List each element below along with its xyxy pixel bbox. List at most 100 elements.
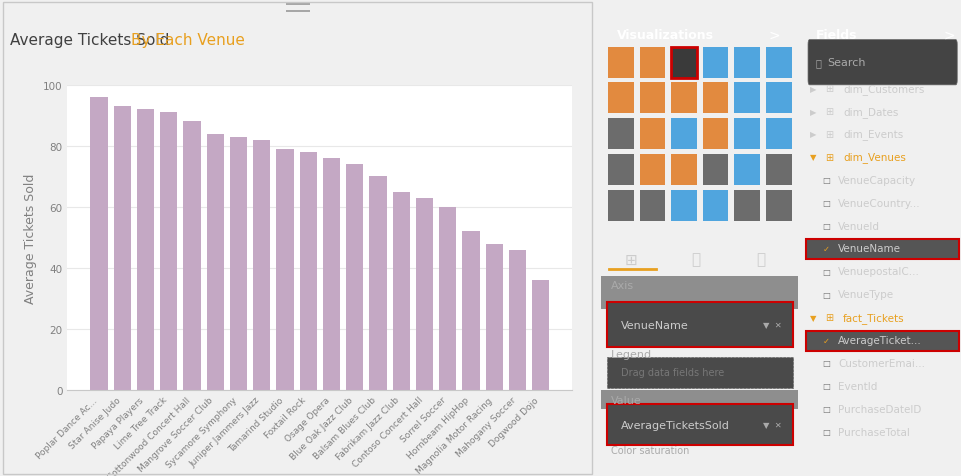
Text: PurchaseDateID: PurchaseDateID [837,404,921,414]
Text: Fields: Fields [815,29,856,41]
Text: VenueId: VenueId [837,221,879,231]
Text: □: □ [822,199,829,208]
Bar [369,177,386,390]
FancyBboxPatch shape [671,48,696,79]
Text: □: □ [822,382,829,390]
Text: Legend: Legend [610,350,652,359]
Text: dim_Dates: dim_Dates [842,107,898,117]
Text: ▼: ▼ [809,153,815,162]
FancyBboxPatch shape [671,190,696,221]
Text: Drag data fields here: Drag data fields here [621,368,724,377]
FancyBboxPatch shape [805,239,958,260]
Text: VenueCountry...: VenueCountry... [837,198,920,208]
Text: ▶: ▶ [809,108,815,116]
FancyBboxPatch shape [702,48,727,79]
Text: Axis: Axis [610,281,633,290]
Text: VenueName: VenueName [837,244,900,254]
FancyBboxPatch shape [733,190,759,221]
Text: Visualizations: Visualizations [616,29,713,41]
Text: 🖌: 🖌 [691,252,700,267]
Text: 🔍: 🔍 [755,252,765,267]
FancyBboxPatch shape [765,83,791,114]
Text: dim_Events: dim_Events [842,129,902,140]
FancyBboxPatch shape [733,83,759,114]
Text: dim_Venues: dim_Venues [842,152,905,163]
Bar [276,149,293,390]
Text: Value: Value [610,395,641,405]
Bar [136,110,154,390]
Bar [415,198,432,390]
FancyBboxPatch shape [702,190,727,221]
Text: fact_Tickets: fact_Tickets [842,312,903,323]
Bar [160,113,177,390]
Text: ✓: ✓ [822,336,828,345]
FancyBboxPatch shape [606,357,792,388]
Text: EventId: EventId [837,381,876,391]
Text: ✓: ✓ [822,245,828,253]
Bar [601,276,798,309]
Text: ⊞: ⊞ [825,130,833,139]
FancyBboxPatch shape [671,48,696,79]
Text: ⊞: ⊞ [825,153,833,162]
Text: >: > [943,29,954,42]
FancyBboxPatch shape [765,190,791,221]
Bar [485,244,503,390]
Text: ▼  ✕: ▼ ✕ [762,421,781,429]
Bar [323,159,340,390]
FancyBboxPatch shape [733,48,759,79]
FancyBboxPatch shape [606,302,792,347]
Bar [207,134,224,390]
FancyBboxPatch shape [671,119,696,150]
Bar [299,153,316,390]
FancyBboxPatch shape [639,48,665,79]
Text: VenueCapacity: VenueCapacity [837,176,916,185]
FancyBboxPatch shape [765,48,791,79]
Text: □: □ [822,290,829,299]
Text: CustomerEmai...: CustomerEmai... [837,358,924,368]
Text: By Each Venue: By Each Venue [131,33,244,48]
Text: ▼  ✕: ▼ ✕ [762,321,781,329]
Bar [184,122,201,390]
Text: □: □ [822,268,829,276]
Bar [531,281,549,390]
FancyBboxPatch shape [765,155,791,186]
Text: VenueName: VenueName [621,320,688,330]
Text: □: □ [822,427,829,436]
FancyBboxPatch shape [702,83,727,114]
FancyBboxPatch shape [807,40,956,86]
Bar [253,140,270,390]
FancyBboxPatch shape [607,119,633,150]
FancyBboxPatch shape [805,331,958,351]
Bar [601,390,798,409]
Text: ⊞: ⊞ [825,313,833,322]
FancyBboxPatch shape [607,190,633,221]
Text: AverageTicketsSold: AverageTicketsSold [621,420,729,430]
Text: □: □ [822,405,829,413]
Y-axis label: Average Tickets Sold: Average Tickets Sold [24,173,37,303]
Text: PurchaseTotal: PurchaseTotal [837,427,909,436]
Text: VenuepostalC...: VenuepostalC... [837,267,919,277]
FancyBboxPatch shape [702,155,727,186]
Text: □: □ [822,222,829,230]
Text: ▶: ▶ [809,85,815,93]
Text: >: > [768,29,779,42]
Text: AverageTicket...: AverageTicket... [837,336,921,345]
Text: dim_Customers: dim_Customers [842,84,924,94]
FancyBboxPatch shape [607,83,633,114]
Text: ⊞: ⊞ [624,252,636,267]
Text: ⊞: ⊞ [825,84,833,94]
FancyBboxPatch shape [733,119,759,150]
Text: Color saturation: Color saturation [610,445,689,455]
Text: ▶: ▶ [809,130,815,139]
Text: □: □ [822,359,829,367]
FancyBboxPatch shape [607,48,633,79]
Bar [392,192,409,390]
Bar [438,208,456,390]
Bar [113,107,131,390]
Text: Search: Search [826,58,865,68]
Text: ▼: ▼ [809,313,815,322]
FancyBboxPatch shape [671,155,696,186]
FancyBboxPatch shape [671,83,696,114]
Text: □: □ [822,176,829,185]
FancyBboxPatch shape [702,119,727,150]
